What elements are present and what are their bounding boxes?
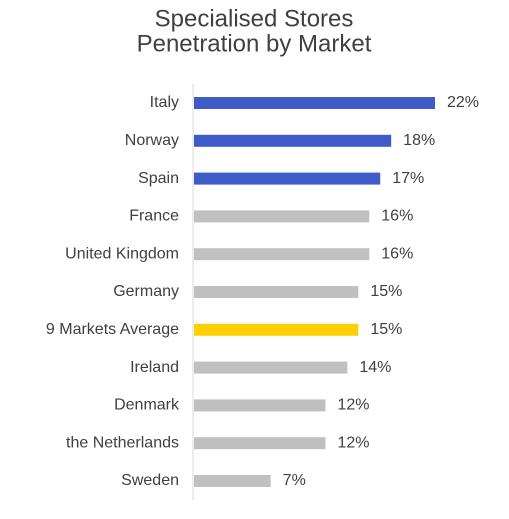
value-label: 22% [447,94,479,111]
value-label: 16% [381,208,413,225]
value-label: 18% [403,132,435,149]
bar-germany [194,286,359,298]
category-label: 9 Markets Average [46,321,179,338]
bar-denmark [194,399,326,412]
bar-9-markets-average [194,323,359,336]
category-label: United Kingdom [65,245,179,262]
value-label: 17% [392,170,424,187]
bars-group [194,97,435,487]
category-label: Germany [113,283,179,300]
value-label: 14% [359,359,391,376]
category-label: France [129,208,179,225]
value-label: 12% [337,434,369,451]
bar-norway [194,134,392,147]
chart-title-line-2: Penetration by Market [137,30,372,57]
bar-france [194,210,370,223]
bar-ireland [194,361,348,374]
value-label: 12% [337,397,369,414]
category-labels-group: Italy Norway Spain France United Kingdom Germ… [46,94,180,489]
chart-title-line-1: Specialised Stores [155,5,354,32]
category-label: Denmark [114,397,180,414]
bar-sweden [194,475,271,487]
category-label: Ireland [130,359,179,376]
category-label: Norway [125,132,179,149]
bar-the-netherlands [194,437,326,450]
category-label: Italy [150,94,179,111]
value-label: 16% [381,245,413,262]
bar-united-kingdom [194,248,370,261]
value-label: 15% [370,283,402,300]
category-label: Sweden [121,472,179,489]
bar-italy [194,97,435,109]
value-labels-group: 22% 18% 17% 16% 16% 15% 15% 14% 12% 12% 7% [283,94,479,489]
value-label: 7% [283,472,306,489]
bar-spain [194,172,381,185]
value-label: 15% [370,321,402,338]
chart-title: Specialised Stores Penetration by Market [137,5,372,57]
category-label: Spain [138,170,179,187]
category-label: the Netherlands [66,434,179,451]
